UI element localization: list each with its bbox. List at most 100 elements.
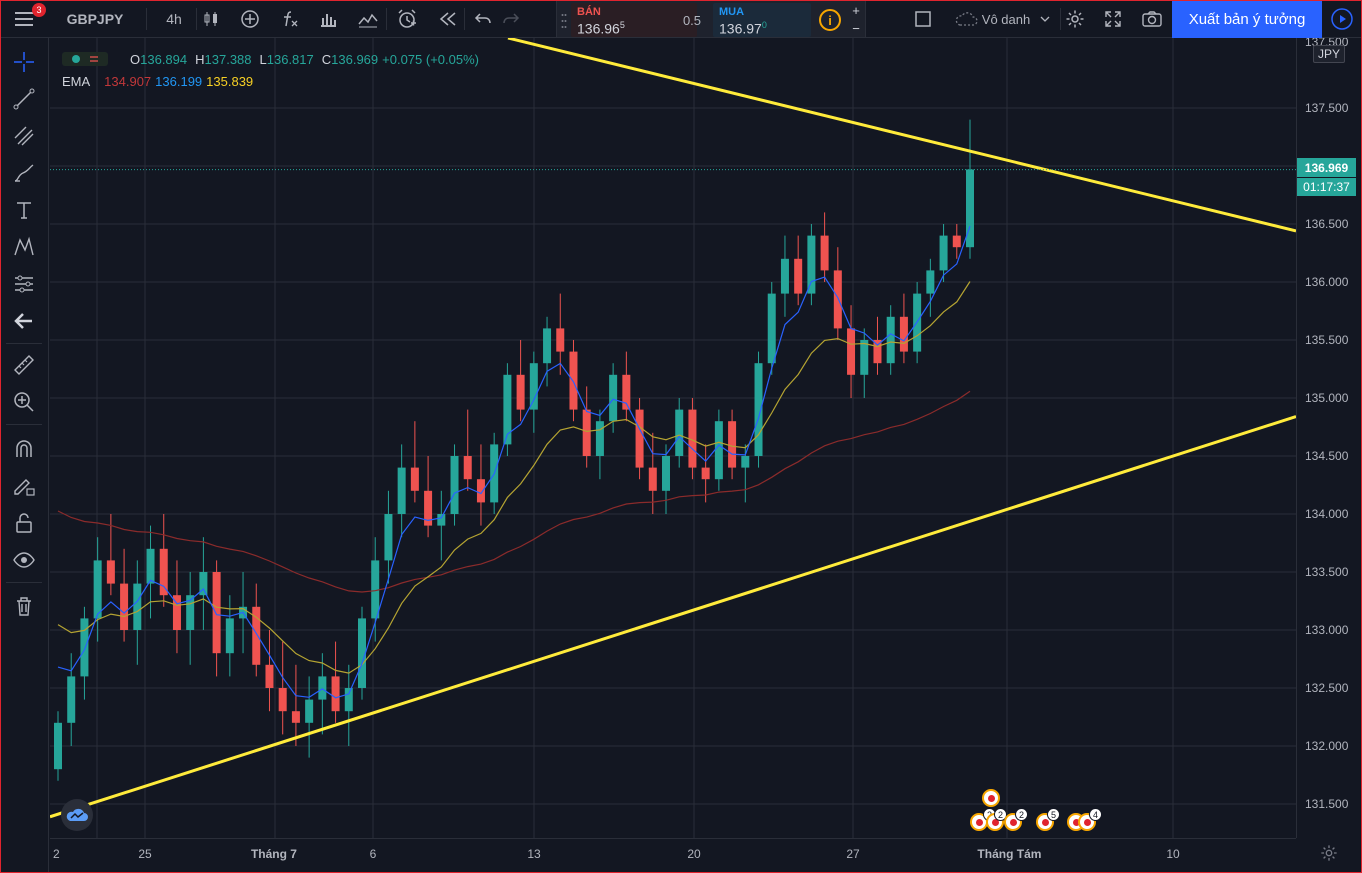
ohlc-row: O 136.894 H 137.388 L 136.817 C 136.969 +0.0… <box>62 48 479 70</box>
price-tick-label: 131.500 <box>1305 797 1349 811</box>
spread-value: 0.5 <box>682 12 702 28</box>
stay-in-drawing-mode-tool[interactable] <box>9 471 39 501</box>
time-tick-label: Tháng 7 <box>250 847 297 861</box>
legend-toggle[interactable] <box>62 52 108 66</box>
candle-body <box>67 676 76 723</box>
pattern-tool[interactable] <box>9 232 39 262</box>
replay-button[interactable] <box>434 0 462 38</box>
brush-tool[interactable] <box>9 158 39 188</box>
drag-handle-icon[interactable] <box>561 13 567 29</box>
lock-drawings-tool[interactable] <box>9 508 39 538</box>
snapshot-button[interactable] <box>1138 0 1166 38</box>
remove-drawings-tool[interactable] <box>9 591 39 621</box>
pitchfork-tool[interactable] <box>9 121 39 151</box>
chart-template-icon <box>358 13 378 28</box>
trend-line-icon <box>13 88 35 110</box>
time-tick-label: Tháng Tám <box>977 847 1042 861</box>
event-count-badge: 5 <box>1047 808 1060 821</box>
alarm-clock-icon <box>398 9 416 28</box>
cloud-logo-icon <box>66 808 88 821</box>
bar-countdown: 01:17:37 <box>1297 178 1356 196</box>
main-menu-button[interactable] <box>8 0 40 38</box>
redo-button[interactable] <box>498 0 524 38</box>
price-tick-label: 136.500 <box>1305 217 1349 231</box>
candle-body <box>93 560 102 619</box>
chart-pane[interactable] <box>50 38 1296 838</box>
indicators-button[interactable] <box>276 0 304 38</box>
financials-button[interactable] <box>314 0 342 38</box>
candle-body <box>503 374 512 445</box>
candle-body <box>291 711 300 723</box>
function-icon <box>284 11 298 27</box>
price-tick-label: 133.500 <box>1305 565 1349 579</box>
increase-button[interactable]: + <box>852 2 860 18</box>
symbol-search-button[interactable]: GBPJPY <box>66 11 124 27</box>
zoom-tool[interactable] <box>9 387 39 417</box>
candle-body <box>120 583 129 630</box>
prediction-tool[interactable] <box>9 269 39 299</box>
candle-body <box>635 409 644 468</box>
hide-drawings-tool[interactable] <box>9 545 39 575</box>
undo-button[interactable] <box>470 0 496 38</box>
currency-badge[interactable]: JPY <box>1313 45 1345 63</box>
candle-body <box>701 467 710 480</box>
hamburger-icon <box>15 12 33 26</box>
economic-event-marker[interactable] <box>982 789 1000 807</box>
compare-button[interactable] <box>236 0 264 38</box>
text-tool[interactable] <box>9 195 39 225</box>
candle-body <box>424 490 433 526</box>
candle-body <box>873 340 882 364</box>
quantity-stepper[interactable]: + − <box>847 1 865 39</box>
crosshair-tool[interactable] <box>9 47 39 77</box>
candle-body <box>899 316 908 352</box>
publish-idea-button[interactable]: Xuất bản ý tưởng <box>1172 0 1322 38</box>
templates-button[interactable] <box>354 0 382 38</box>
price-tick-label: 134.000 <box>1305 507 1349 521</box>
candle-body <box>794 258 803 294</box>
price-tick-label: 136.000 <box>1305 275 1349 289</box>
price-tick-label: 134.500 <box>1305 449 1349 463</box>
measure-tool[interactable] <box>9 350 39 380</box>
settings-button[interactable] <box>1062 0 1088 38</box>
back-button[interactable] <box>9 306 39 336</box>
candle-body <box>556 328 565 352</box>
price-chart[interactable] <box>50 38 1296 838</box>
close-value: 136.969 <box>331 51 379 67</box>
candle-body <box>278 688 287 712</box>
time-axis[interactable]: 2 25 Tháng 7 6 13 20 27 Tháng Tám 10 <box>50 838 1296 873</box>
layout-name-dropdown[interactable]: Vô danh <box>946 0 1058 38</box>
fullscreen-button[interactable] <box>1100 0 1126 38</box>
candle-body <box>106 560 115 584</box>
candle-body <box>966 169 974 248</box>
candle-body <box>529 363 538 410</box>
info-icon[interactable]: i <box>819 9 841 31</box>
pencil-lock-icon <box>14 479 35 496</box>
candle-body <box>780 258 789 294</box>
chart-type-button[interactable] <box>198 0 226 38</box>
layout-button[interactable] <box>906 0 940 38</box>
candle-body <box>305 699 314 723</box>
decrease-button[interactable]: − <box>852 20 860 36</box>
candle-body <box>146 548 155 584</box>
candle-body <box>199 572 208 596</box>
brush-icon <box>14 164 34 182</box>
candle-body <box>609 374 618 422</box>
eye-icon <box>13 552 35 568</box>
candle-body <box>318 676 327 700</box>
interval-button[interactable]: 4h <box>166 11 182 27</box>
ema-row: EMA 134.907 136.199 135.839 <box>62 70 479 92</box>
open-value: 136.894 <box>140 51 188 67</box>
play-button[interactable] <box>1324 0 1360 38</box>
candle-body <box>767 293 776 364</box>
sell-button[interactable]: BÁN 136.965 <box>571 3 697 37</box>
gear-icon <box>1321 845 1337 861</box>
candle-body <box>159 548 168 596</box>
trendline-tool[interactable] <box>9 84 39 114</box>
tradingview-logo[interactable] <box>61 799 93 831</box>
magnet-tool[interactable] <box>9 434 39 464</box>
alert-button[interactable] <box>392 0 422 38</box>
candle-body <box>265 664 274 688</box>
buy-label: MUA <box>719 6 745 18</box>
buy-button[interactable]: MUA 136.970 <box>713 3 811 37</box>
chart-settings-button[interactable] <box>1318 842 1340 864</box>
